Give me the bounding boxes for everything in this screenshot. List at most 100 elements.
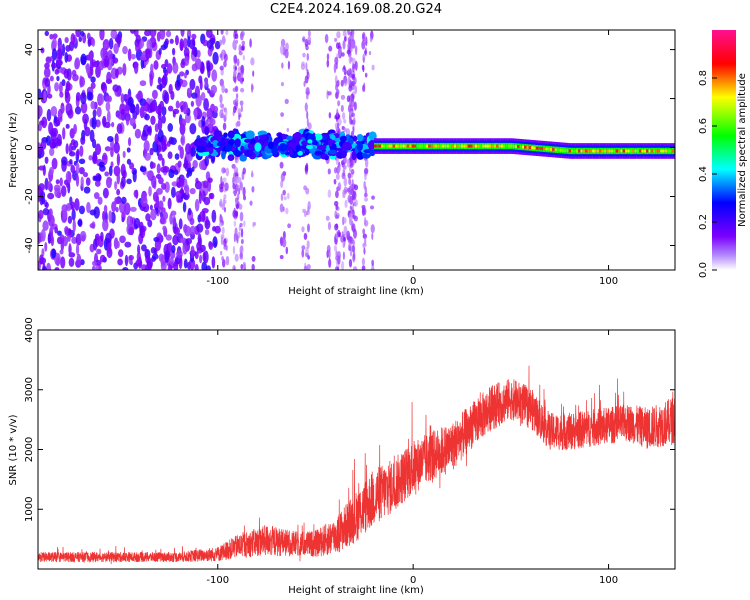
heatmap-cell [136, 251, 141, 263]
heatmap-cell [233, 54, 238, 64]
heatmap-cell [235, 93, 239, 99]
heatmap-cell [335, 214, 339, 220]
heatmap-cell [129, 206, 137, 212]
heatmap-cell [84, 126, 91, 137]
colorbar-label: Normalized spectral amplitude [737, 73, 748, 227]
heatmap-cell [186, 167, 193, 174]
heatmap-cell [135, 103, 140, 116]
colorbar: 0.0 0.2 0.4 0.6 0.8 Normalized spectral ampl… [698, 30, 748, 278]
heatmap-cell [406, 144, 410, 148]
heatmap-cell [364, 47, 367, 57]
heatmap-cell [392, 144, 396, 148]
heatmap-cell [51, 157, 58, 170]
heatmap-cell [189, 217, 195, 226]
heatmap-cell [327, 189, 332, 198]
heatmap-cell [150, 100, 156, 113]
heatmap-cell [222, 122, 227, 131]
heatmap-cell [85, 63, 90, 75]
heatmap-cell [561, 148, 565, 152]
heatmap-cell [134, 128, 142, 139]
heatmap-cell [307, 223, 310, 233]
heatmap-cell [566, 149, 569, 153]
heatmap-cell [632, 149, 635, 153]
heatmap-cell [306, 69, 309, 76]
heatmap-cell [348, 241, 352, 250]
heatmap-cell [144, 113, 150, 121]
heatmap-cell [221, 258, 226, 268]
heatmap-cell [343, 119, 347, 124]
heatmap-cell [133, 189, 138, 198]
heatmap-cell [307, 139, 313, 144]
heatmap-cell [120, 196, 127, 205]
heatmap-cell [113, 141, 120, 154]
heatmap-cell [325, 215, 330, 221]
spectrogram-ytick-label: 20 [24, 92, 35, 105]
heatmap-cell [199, 79, 203, 91]
heatmap-cell [302, 52, 306, 58]
heatmap-cell [613, 149, 616, 153]
heatmap-cell [503, 144, 506, 148]
heatmap-cell [200, 91, 206, 101]
heatmap-cell [234, 253, 239, 262]
heatmap-cell [122, 45, 128, 55]
heatmap-cell [65, 143, 69, 155]
heatmap-cell [125, 115, 130, 126]
heatmap-cell [385, 144, 389, 148]
heatmap-cell [364, 72, 368, 78]
heatmap-cell [306, 240, 310, 249]
heatmap-cell [351, 178, 354, 187]
heatmap-cell [212, 51, 219, 65]
heatmap-cell [68, 142, 73, 155]
heatmap-cell [362, 64, 365, 73]
heatmap-cell [199, 254, 203, 264]
heatmap-cell [182, 101, 189, 115]
heatmap-cell [74, 106, 82, 115]
heatmap-cell [186, 172, 190, 179]
heatmap-cell [47, 180, 52, 191]
heatmap-cell [252, 222, 255, 228]
heatmap-cell [104, 146, 111, 152]
heatmap-cell [334, 167, 338, 174]
heatmap-cell [364, 186, 368, 196]
heatmap-cell [453, 144, 457, 148]
heatmap-cell [158, 177, 164, 185]
heatmap-cell [297, 150, 303, 156]
heatmap-cell [54, 82, 60, 92]
heatmap-cell [219, 39, 223, 46]
heatmap-cell [390, 144, 393, 148]
heatmap-cell [280, 172, 285, 182]
heatmap-cell [174, 169, 179, 176]
heatmap-cell [80, 136, 86, 145]
heatmap-cell [304, 38, 309, 47]
heatmap-cell [67, 171, 72, 184]
heatmap-cell [166, 63, 173, 74]
heatmap-cell [112, 84, 119, 93]
heatmap-cell [241, 40, 246, 46]
heatmap-cell [343, 237, 346, 242]
heatmap-cell [362, 228, 366, 235]
heatmap-cell [510, 144, 513, 148]
heatmap-cell [105, 95, 112, 102]
heatmap-cell [208, 241, 213, 248]
heatmap-cell [528, 146, 532, 150]
heatmap-cell [540, 147, 544, 151]
heatmap-cell [334, 137, 342, 143]
heatmap-cell [324, 33, 329, 44]
heatmap-cell [395, 144, 398, 148]
heatmap-cell [437, 144, 440, 148]
heatmap-cell [103, 204, 108, 214]
heatmap-cell [127, 96, 134, 107]
heatmap-cell [218, 222, 223, 227]
heatmap-cell [89, 223, 95, 229]
snr-line [38, 365, 675, 565]
heatmap-cell [435, 144, 438, 148]
heatmap-cell [337, 165, 341, 172]
heatmap-cell [240, 77, 243, 84]
heatmap-cell [126, 147, 131, 153]
heatmap-cell [102, 218, 109, 232]
heatmap-cell [143, 140, 150, 152]
heatmap-cell [106, 242, 112, 254]
heatmap-cell [205, 30, 213, 39]
heatmap-cell [335, 190, 339, 199]
heatmap-cell [249, 38, 252, 48]
